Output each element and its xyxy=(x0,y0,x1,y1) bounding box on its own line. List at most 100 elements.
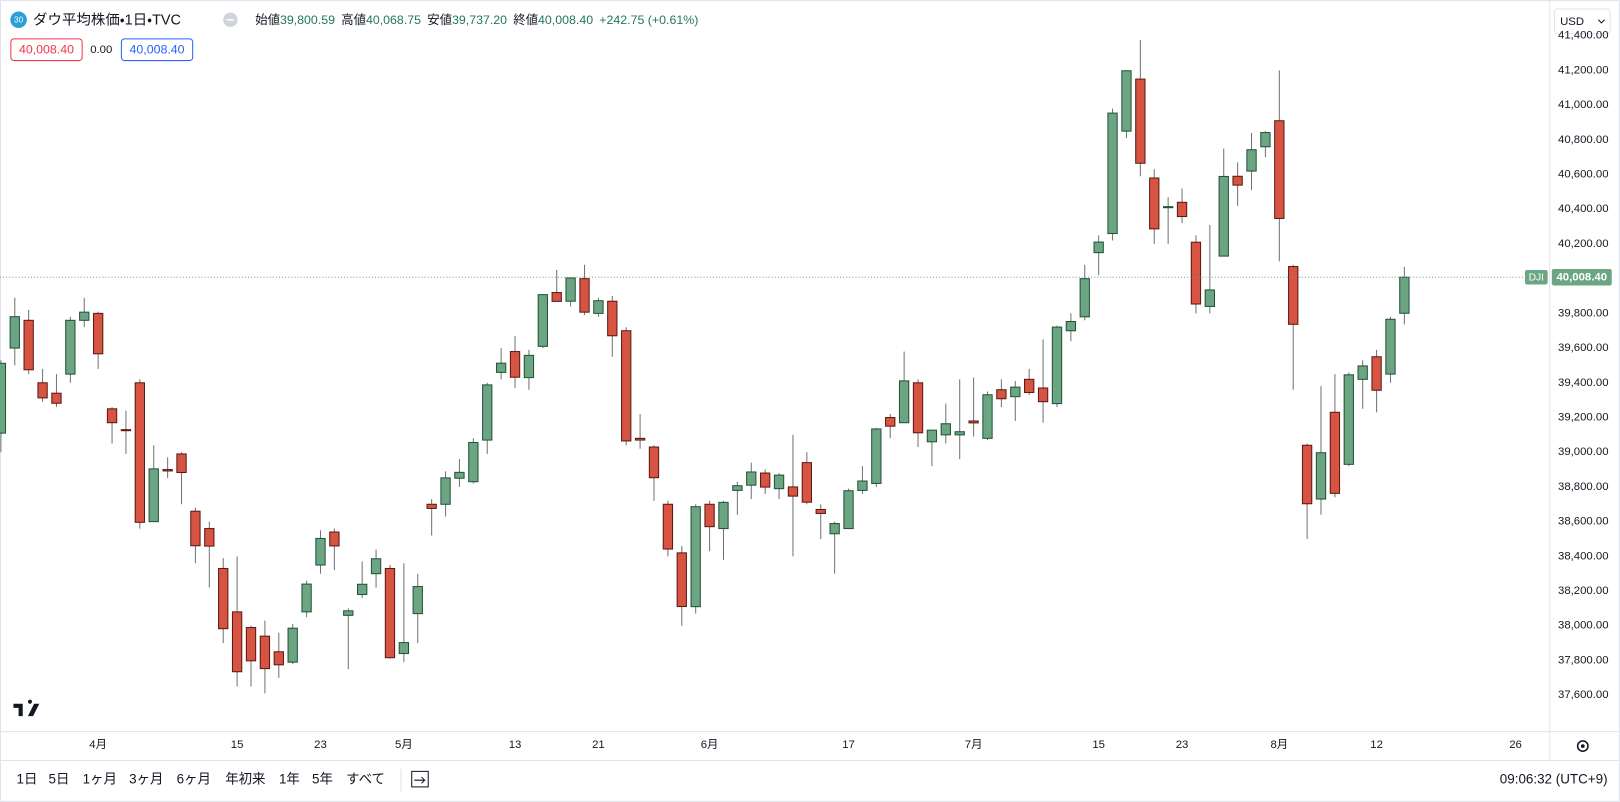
candle-body xyxy=(1232,175,1243,186)
range-button[interactable]: 5年 xyxy=(312,772,333,787)
y-tick-label: 38,200.00 xyxy=(1558,585,1609,597)
candle-body xyxy=(551,292,562,302)
candle-body xyxy=(787,486,799,497)
candle-body xyxy=(829,523,840,535)
last-price-text: 40,008.40 xyxy=(1556,272,1607,284)
candle-body xyxy=(801,462,813,503)
candle-body xyxy=(1010,386,1021,398)
candle-body xyxy=(134,382,146,523)
candle-body xyxy=(593,300,604,314)
x-tick-label: 4月 xyxy=(89,739,107,751)
candle-body xyxy=(885,416,896,427)
candle-body xyxy=(1037,387,1049,403)
candle-body xyxy=(426,503,437,509)
candle-body xyxy=(954,431,965,436)
x-tick-label: 21 xyxy=(592,739,605,751)
y-tick-label: 41,200.00 xyxy=(1558,64,1609,76)
dropdown-arrow xyxy=(1597,19,1605,24)
candle-body xyxy=(1051,326,1063,405)
plot xyxy=(0,39,1550,694)
candle-body xyxy=(523,354,535,379)
toolbar: 1日 5日 1ヶ月 3ヶ月 6ヶ月 年初来 1年 5年 すべて xyxy=(17,772,385,787)
settings-button[interactable] xyxy=(1576,740,1589,753)
y-tick-label: 40,600.00 xyxy=(1558,169,1609,181)
range-button[interactable]: 1年 xyxy=(279,772,300,787)
x-tick-label: 26 xyxy=(1509,739,1522,751)
candle-body xyxy=(1135,78,1146,164)
date-range-icon xyxy=(414,776,426,784)
range-button[interactable]: すべて xyxy=(346,772,385,787)
candle-body xyxy=(704,503,715,528)
x-tick-label: 12 xyxy=(1370,739,1383,751)
candle-body xyxy=(231,611,243,673)
symbol-title[interactable]: ダウ平均株価・1日・TVC xyxy=(33,12,181,29)
candle-body xyxy=(176,453,187,474)
range-button[interactable]: 5日 xyxy=(49,772,70,787)
x-tick-label: 23 xyxy=(314,739,327,751)
candle-body xyxy=(92,312,104,355)
currency-select[interactable] xyxy=(1553,8,1611,35)
sell-box[interactable] xyxy=(10,38,83,62)
candle-body xyxy=(843,490,854,530)
candle-body xyxy=(1024,378,1035,394)
spread: 0.00 xyxy=(90,44,112,56)
candle-body xyxy=(106,408,118,424)
x-tick-label: 5月 xyxy=(395,739,413,751)
candle-body xyxy=(120,429,132,432)
symbol-tag xyxy=(1524,269,1548,285)
candle-body xyxy=(982,394,993,439)
candle-body xyxy=(1399,276,1410,314)
range-button[interactable]: 3ヶ月 xyxy=(129,772,163,787)
x-tick-label: 8月 xyxy=(1270,739,1288,751)
candle-body xyxy=(1329,411,1341,494)
candle-body xyxy=(454,471,465,479)
candle-body xyxy=(509,351,521,378)
candle-body xyxy=(648,446,660,479)
candle-body xyxy=(1385,318,1396,375)
range-button[interactable]: 年初来 xyxy=(225,772,265,787)
high-label: 高値 xyxy=(341,12,366,27)
candle-body xyxy=(357,583,368,596)
candle-body xyxy=(1204,289,1215,307)
candle-body xyxy=(273,651,284,666)
range-button[interactable]: 1日 xyxy=(17,772,38,787)
y-tick-label: 38,000.00 xyxy=(1558,620,1609,632)
close-label: 終値 xyxy=(513,12,538,27)
y-tick-label: 38,600.00 xyxy=(1558,516,1609,528)
candle-body xyxy=(370,558,382,575)
candle-body xyxy=(1315,452,1327,500)
settings-dot xyxy=(1580,744,1585,748)
candle-body xyxy=(301,583,312,613)
candle-body xyxy=(607,300,618,337)
y-tick-label: 37,600.00 xyxy=(1558,689,1609,701)
currency: USD xyxy=(1560,16,1584,28)
y-tick-label: 40,400.00 xyxy=(1558,203,1609,215)
date-range-button[interactable] xyxy=(411,770,429,788)
x-tick-label: 23 xyxy=(1176,739,1189,751)
range-button[interactable]: 1ヶ月 xyxy=(83,772,117,787)
range-button[interactable]: 6ヶ月 xyxy=(177,772,211,787)
candle-body xyxy=(259,635,271,670)
candle-body xyxy=(440,477,451,505)
candle-body xyxy=(773,474,785,490)
open-value: 39,800.59 xyxy=(280,13,335,27)
candle-body xyxy=(398,642,410,655)
candle-body xyxy=(718,501,729,530)
y-tick-label: 39,400.00 xyxy=(1558,377,1609,389)
candle-body xyxy=(1371,356,1382,391)
candle-body xyxy=(162,469,173,472)
y-tick-label: 39,000.00 xyxy=(1558,446,1609,458)
candle-body xyxy=(204,528,215,547)
candle-body xyxy=(1107,112,1118,235)
buy-box[interactable] xyxy=(120,38,194,62)
candle-body xyxy=(968,420,979,424)
candle-body xyxy=(926,429,938,443)
x-tick-label: 15 xyxy=(231,739,244,751)
clock[interactable]: 09:06:32 (UTC+9) xyxy=(1500,772,1608,787)
change-value: +242.75 (+0.61%) xyxy=(599,13,698,27)
candle-body xyxy=(343,610,354,616)
x-tick-label: 7月 xyxy=(965,739,983,751)
candle-body xyxy=(676,552,687,608)
